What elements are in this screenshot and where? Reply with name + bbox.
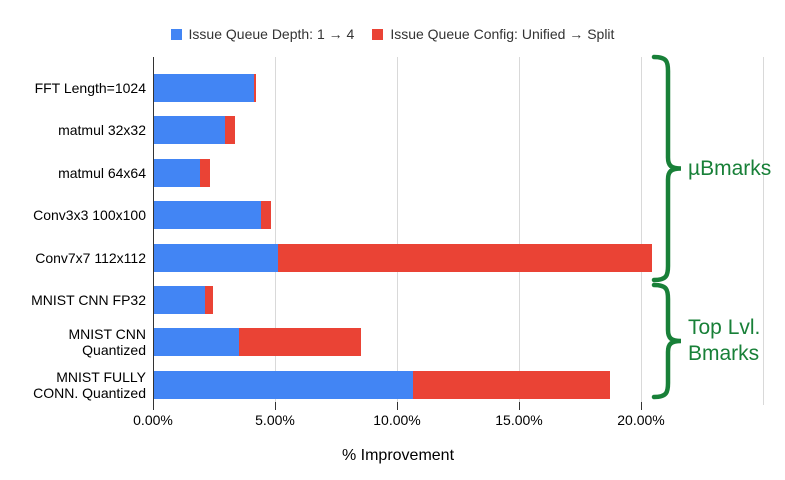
bar-segment-blue — [154, 116, 225, 145]
gridline — [519, 57, 520, 405]
x-tick-label: 0.00% — [133, 412, 173, 428]
bar-segment-red — [412, 370, 611, 399]
curly-brace — [651, 54, 682, 283]
x-axis-title: % Improvement — [341, 447, 455, 464]
x-axis-tick — [641, 402, 642, 410]
legend-label: Issue Queue Depth: 1 → 4 — [188, 26, 355, 42]
curly-brace — [651, 282, 682, 400]
gridline — [275, 57, 276, 405]
bar-segment-blue — [154, 286, 206, 314]
category-label: MNIST CNN FP32 — [31, 292, 146, 308]
x-tick-label: 15.00% — [495, 412, 543, 428]
category-label: FFT Length=1024 — [34, 80, 146, 96]
bar-segment-red — [239, 328, 362, 357]
x-axis-tick — [153, 402, 154, 410]
category-label: Conv3x3 100x100 — [33, 207, 146, 224]
group-label-1: Top Lvl. Bmarks — [688, 316, 761, 365]
bar-segment-red — [224, 116, 235, 145]
chart-legend: Issue Queue Depth: 1 → 4 Issue Queue Conf… — [0, 24, 785, 44]
x-axis-tick — [397, 402, 398, 410]
bar-segment-blue — [154, 158, 201, 187]
bar-segment-blue — [154, 74, 255, 102]
bar-segment-blue — [154, 370, 413, 399]
category-label: matmul 64x64 — [58, 164, 146, 181]
category-label: matmul 32x32 — [58, 122, 146, 139]
gridline — [397, 57, 398, 405]
bar-segment-blue — [154, 328, 240, 357]
bar-segment-red — [278, 243, 652, 272]
legend-label: Issue Queue Config: Unified → Split — [390, 26, 615, 42]
bar-segment-blue — [154, 201, 262, 230]
gridline — [763, 57, 764, 405]
category-label: MNIST CNN Quantized — [68, 326, 146, 359]
category-label: Conv7x7 112x112 — [35, 249, 146, 266]
x-axis-tick — [519, 402, 520, 410]
bar-segment-blue — [154, 243, 279, 272]
bar-segment-red — [254, 74, 257, 102]
gridline — [641, 57, 642, 405]
x-tick-label: 20.00% — [617, 412, 665, 428]
x-axis-tick — [275, 402, 276, 410]
y-axis-line — [153, 57, 154, 405]
legend-swatch-icon — [170, 28, 182, 40]
legend-item-0: Issue Queue Depth: 1 → 4 — [170, 26, 355, 42]
bar-segment-red — [205, 286, 213, 314]
x-tick-label: 10.00% — [373, 412, 421, 428]
legend-item-1: Issue Queue Config: Unified → Split — [372, 26, 614, 42]
bar-segment-red — [200, 158, 211, 187]
category-label: MNIST FULLY CONN. Quantized — [33, 368, 146, 401]
x-tick-label: 5.00% — [255, 412, 295, 428]
group-label-0: µBmarks — [688, 156, 772, 180]
bar-segment-red — [261, 201, 272, 230]
legend-swatch-icon — [372, 28, 384, 40]
